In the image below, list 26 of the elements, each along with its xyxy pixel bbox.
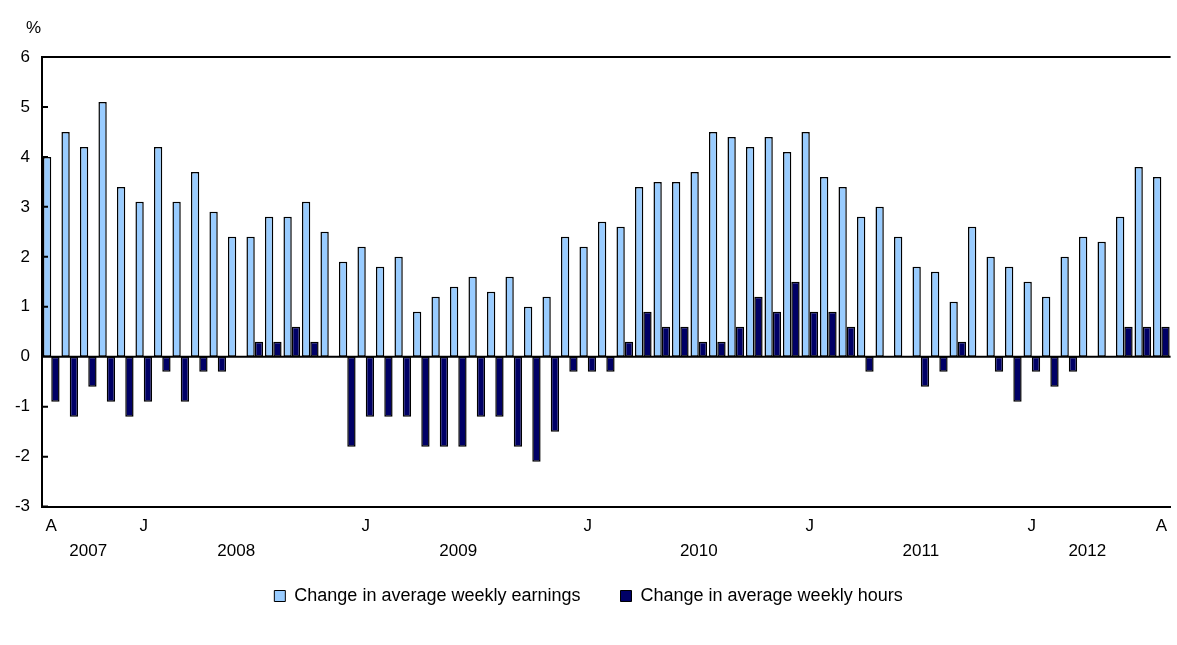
x-tick-label: A	[1155, 516, 1168, 536]
text: 2008	[217, 540, 256, 560]
x-tick-label: J	[583, 516, 593, 536]
y-tick-label: -3	[14, 496, 30, 516]
y-tick-label: -2	[14, 446, 30, 466]
text: 2011	[902, 540, 940, 560]
y-tick-label: 5	[20, 96, 30, 116]
y-tick-label: 0	[20, 346, 30, 366]
y-tick-label: 2	[20, 246, 30, 266]
x-tick-label: J	[1027, 516, 1037, 536]
y-tick-label: 4	[20, 146, 30, 166]
x-tick-label: J	[139, 516, 149, 536]
text: 2007	[69, 540, 108, 560]
text: 2010	[679, 540, 718, 560]
x-tick-label: J	[805, 516, 815, 536]
text: 2012	[1068, 540, 1107, 560]
x-tick-label: J	[361, 516, 371, 536]
y-tick-label: 6	[20, 46, 30, 66]
y-axis-title: %	[26, 18, 42, 38]
y-tick-label: -1	[14, 396, 30, 416]
x-tick-label: A	[45, 516, 58, 536]
text: 2009	[439, 540, 478, 560]
legend-label: Change in average weekly earnings	[294, 584, 581, 605]
y-tick-label: 1	[20, 296, 30, 316]
y-tick-label: 3	[20, 196, 30, 216]
legend-label: Change in average weekly hours	[640, 584, 903, 605]
